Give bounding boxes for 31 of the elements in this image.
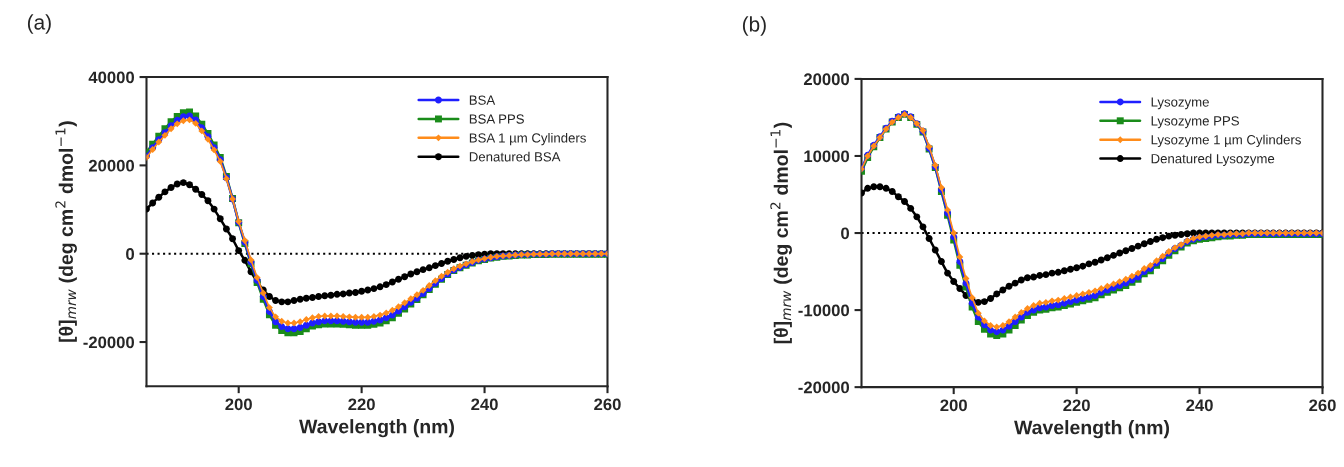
legend-label: Denatured Lysozyme	[1151, 153, 1275, 166]
x-tick-label: 260	[594, 398, 621, 411]
chart-title: (a)	[27, 14, 51, 34]
legend-label: Lysozyme PPS	[1151, 116, 1239, 129]
y-tick-label: 20000	[803, 73, 850, 86]
y-tick-label: -20000	[83, 336, 135, 349]
x-tick-label: 200	[225, 398, 252, 411]
y-axis-title: [θ]$_{mrw}$ (deg cm$^{2}$ dmol$^{−1}$)	[770, 122, 792, 344]
x-axis-title: Wavelength (nm)	[299, 419, 454, 438]
legend-label: Denatured BSA	[469, 151, 561, 162]
y-tick-label: 20000	[88, 159, 135, 172]
x-tick-label: 260	[1309, 399, 1336, 412]
chart-title: (b)	[742, 16, 766, 36]
x-axis-title: Wavelength (nm)	[1014, 420, 1169, 439]
y-tick-label: 10000	[804, 150, 850, 163]
y-axis-title: [θ]$_{mrw}$ (deg cm$^{2}$ dmol$^{−1}$)	[55, 121, 77, 342]
legend-label: BSA 1 µm Cylinders	[469, 132, 586, 146]
y-tick-label: -10000	[798, 304, 850, 317]
y-tick-label: 40000	[88, 71, 135, 84]
x-tick-label: 240	[471, 398, 498, 411]
legend-label: BSA PPS	[469, 114, 524, 124]
x-tick-label: 240	[1186, 399, 1213, 412]
x-tick-label: 200	[940, 399, 967, 412]
x-tick-label: 220	[348, 398, 375, 411]
x-tick-label: 220	[1063, 399, 1090, 412]
y-tick-label: -20000	[798, 381, 850, 394]
legend-label: Lysozyme	[1151, 97, 1209, 110]
legend-label: BSA	[469, 95, 496, 105]
legend-label: Lysozyme 1 µm Cylinders	[1151, 134, 1301, 148]
y-tick-label: 0	[126, 248, 135, 260]
y-tick-label: 0	[841, 227, 850, 240]
